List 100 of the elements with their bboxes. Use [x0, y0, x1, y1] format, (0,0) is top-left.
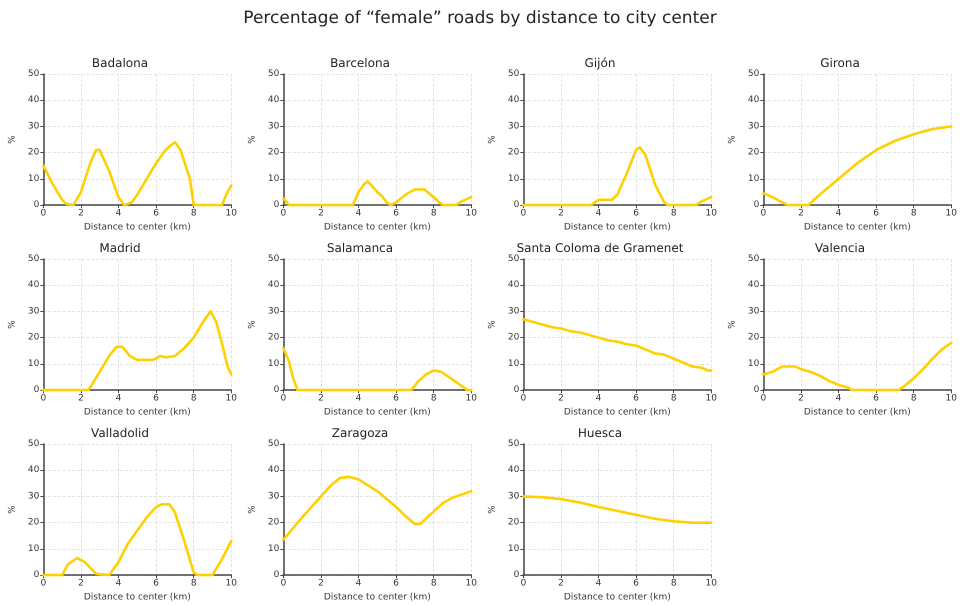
y-tick-label: 50: [748, 69, 760, 79]
y-tick-label: 0: [34, 385, 40, 396]
y-tick-label: 30: [508, 306, 520, 316]
x-tick-label: 6: [873, 208, 880, 219]
y-tick-label: 20: [508, 518, 520, 528]
x-axis-title: Distance to center (km): [324, 408, 431, 418]
y-tick-label: 0: [274, 570, 280, 580]
x-tick-label: 8: [190, 394, 197, 404]
y-tick-label: 10: [748, 174, 760, 184]
y-tick-label: 40: [268, 95, 280, 106]
x-tick-label: 10: [226, 578, 238, 589]
x-tick-label: 4: [836, 394, 842, 404]
x-axis-title: Distance to center (km): [84, 222, 191, 232]
y-tick-label: 50: [508, 439, 520, 449]
y-tick-label: 0: [514, 200, 520, 210]
x-tick-label: 6: [393, 394, 400, 404]
x-tick-label: 4: [116, 578, 122, 589]
x-tick-label: 0: [40, 208, 46, 219]
y-tick-label: 10: [28, 358, 40, 369]
y-tick-label: 20: [268, 332, 280, 343]
x-tick-label: 4: [356, 208, 362, 219]
chart-title: Valencia: [814, 241, 866, 255]
chart-title: Valladolid: [91, 426, 149, 440]
y-tick-label: 30: [268, 491, 280, 502]
y-tick-label: 20: [268, 148, 280, 158]
y-tick-label: 0: [34, 200, 40, 210]
y-tick-label: 50: [28, 69, 40, 79]
x-tick-label: 10: [946, 394, 958, 404]
x-tick-label: 10: [466, 208, 478, 219]
x-tick-label: 8: [430, 578, 437, 589]
x-tick-label: 0: [520, 578, 526, 589]
y-tick-label: 10: [748, 358, 760, 369]
x-tick-label: 10: [466, 578, 478, 589]
x-tick-label: 0: [760, 208, 766, 219]
x-tick-label: 10: [706, 394, 718, 404]
y-tick-label: 50: [268, 439, 280, 449]
x-tick-label: 10: [706, 578, 718, 589]
x-tick-label: 6: [393, 578, 400, 589]
y-tick-label: 30: [28, 491, 40, 502]
chart-title: Salamanca: [326, 241, 394, 255]
y-tick-label: 20: [508, 332, 520, 343]
x-tick-label: 6: [633, 578, 640, 589]
x-tick-label: 6: [153, 578, 160, 589]
x-tick-label: 0: [40, 578, 46, 589]
y-tick-label: 20: [748, 148, 760, 158]
x-tick-label: 0: [40, 394, 46, 404]
y-axis-title: %: [488, 504, 498, 514]
y-axis-title: %: [248, 134, 258, 144]
y-tick-label: 50: [508, 254, 520, 264]
y-tick-label: 0: [274, 385, 280, 396]
y-tick-label: 20: [28, 518, 40, 528]
y-tick-label: 50: [748, 254, 760, 264]
y-tick-label: 30: [508, 491, 520, 502]
x-axis-title: Distance to center (km): [564, 222, 671, 232]
x-tick-label: 8: [910, 208, 917, 219]
x-tick-label: 4: [116, 394, 122, 404]
line-series: [282, 475, 473, 542]
y-tick-label: 40: [748, 95, 760, 106]
x-tick-label: 2: [318, 578, 324, 589]
chart-title: Gijón: [584, 56, 616, 70]
x-tick-label: 4: [596, 578, 602, 589]
y-axis-title: %: [8, 134, 18, 144]
x-tick-label: 2: [798, 208, 804, 219]
y-axis-title: %: [728, 320, 738, 329]
x-tick-label: 10: [226, 208, 238, 219]
text: Percentage of “female” roads by distance to city center: [242, 8, 718, 28]
y-tick-label: 0: [274, 200, 280, 210]
y-tick-label: 50: [268, 254, 280, 264]
y-tick-label: 50: [508, 69, 520, 79]
y-tick-label: 10: [268, 358, 280, 369]
x-axis-title: Distance to center (km): [804, 408, 911, 418]
x-tick-label: 6: [873, 394, 880, 404]
y-axis-title: %: [248, 504, 258, 514]
y-tick-label: 0: [754, 200, 760, 210]
x-tick-label: 0: [280, 208, 286, 219]
x-tick-label: 8: [670, 208, 677, 219]
y-tick-label: 30: [268, 121, 280, 132]
y-tick-label: 0: [34, 570, 40, 580]
y-tick-label: 30: [748, 306, 760, 316]
x-tick-label: 2: [318, 394, 324, 404]
y-tick-label: 40: [508, 465, 520, 476]
x-tick-label: 8: [670, 578, 677, 589]
y-tick-label: 10: [28, 544, 40, 554]
x-tick-label: 2: [558, 578, 564, 589]
y-tick-label: 30: [28, 306, 40, 316]
x-tick-label: 4: [116, 208, 122, 219]
y-tick-label: 10: [28, 174, 40, 184]
chart-title: Madrid: [99, 241, 141, 255]
x-tick-label: 4: [356, 578, 362, 589]
x-tick-label: 10: [706, 208, 718, 219]
y-tick-label: 20: [28, 332, 40, 343]
y-tick-label: 10: [268, 544, 280, 554]
y-tick-label: 40: [508, 95, 520, 106]
x-tick-label: 8: [430, 394, 437, 404]
y-tick-label: 30: [748, 121, 760, 132]
x-axis-title: Distance to center (km): [84, 408, 191, 418]
y-tick-label: 10: [268, 174, 280, 184]
x-tick-label: 6: [153, 208, 160, 219]
y-tick-label: 20: [748, 332, 760, 343]
y-tick-label: 40: [268, 465, 280, 476]
